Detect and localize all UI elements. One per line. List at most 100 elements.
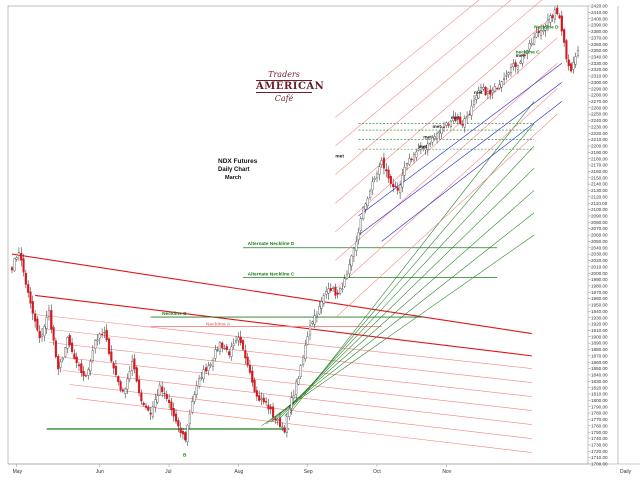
candle-down [551,15,554,18]
candle-up [576,50,580,56]
candle-down [274,418,277,421]
candle-up [491,90,494,93]
candle-down [556,7,559,15]
candle-down [54,340,57,358]
candle-down [255,390,258,397]
y-tick-label: 1740.00 [591,436,608,441]
y-tick-label: 2120.00 [591,194,608,199]
y-tick-label: 1790.00 [591,404,608,409]
y-tick-label: 2050.00 [591,239,608,244]
candle-up [290,397,293,409]
candle-up [479,87,483,91]
candle-up [352,248,355,257]
candle-up [202,369,205,379]
candle-down [168,399,171,403]
y-tick-label: 2080.00 [591,220,608,225]
candle-down [244,350,247,359]
candle-up [403,166,406,176]
candle-up [399,184,402,194]
neckline-red-line [35,294,532,357]
channel-blue-line [358,82,563,236]
candle-up [218,342,221,352]
candle-down [84,375,88,377]
candle-up [308,325,312,336]
candle-down [181,431,185,435]
y-tick-label: 2090.00 [591,214,608,219]
candle-down [410,158,413,160]
candle-down [75,356,78,363]
candle-down [239,336,242,344]
annotation-label: B [183,452,187,458]
y-tick-label: 1920.00 [591,322,608,327]
candle-down [80,363,83,373]
candle-down [112,363,115,369]
y-tick-label: 2270.00 [591,99,608,104]
candle-down [165,394,168,399]
candle-up [186,425,189,442]
annotation-label: met [432,124,441,130]
candle-up [318,306,321,315]
candle-down [523,54,526,56]
y-tick-label: 2380.00 [591,29,608,34]
candle-down [27,284,30,293]
candle-up [325,291,328,295]
candle-down [389,176,392,184]
candle-up [466,116,469,119]
candle-up [124,388,127,394]
candle-up [299,365,302,377]
candle-up [131,361,134,371]
candle-up [530,42,533,46]
candle-up [542,30,545,32]
candle-up [158,384,161,396]
candle-up [327,288,330,294]
y-tick-label: 2010.00 [591,264,608,269]
candle-down [149,412,152,415]
candle-down [204,367,208,372]
y-tick-label: 2340.00 [591,54,608,59]
candle-down [36,318,39,331]
candle-up [519,61,522,64]
candle-down [258,395,261,401]
y-tick-label: 2280.00 [591,93,608,98]
candle-down [172,408,175,417]
candle-up [516,65,520,70]
y-tick-label: 2410.00 [591,10,608,15]
candle-up [343,278,346,287]
candle-up [96,339,99,342]
candle-down [137,379,141,394]
y-tick-label: 2390.00 [591,23,608,28]
x-tick-label: Aug [234,469,243,475]
y-tick-label: 1730.00 [591,443,608,448]
annotation-label: met [423,134,432,140]
candle-down [251,370,254,383]
candle-up [424,147,427,151]
candle-down [77,364,81,367]
candle-up [350,255,353,267]
candle-down [163,393,166,395]
candle-down [387,169,390,179]
candle-up [223,348,226,350]
y-tick-label: 1800.00 [591,398,608,403]
candle-up [572,62,575,70]
candle-up [505,75,508,77]
y-tick-label: 1700.00 [591,462,608,467]
candle-up [89,361,92,372]
candle-up [322,295,325,304]
candle-up [13,258,16,272]
candle-up [306,336,309,345]
channel-red-line [335,0,512,147]
fan-green-line [279,145,535,419]
candle-up [285,416,288,434]
y-tick-label: 2230.00 [591,124,608,129]
candle-up [512,63,515,68]
candle-down [24,272,27,285]
y-tick-label: 2150.00 [591,175,608,180]
candle-down [225,346,228,350]
candle-up [338,287,342,294]
y-tick-label: 1860.00 [591,360,608,365]
y-tick-label: 1960.00 [591,296,608,301]
candle-up [87,369,90,376]
candle-up [498,84,501,89]
candle-down [560,15,563,32]
candle-down [135,367,138,382]
